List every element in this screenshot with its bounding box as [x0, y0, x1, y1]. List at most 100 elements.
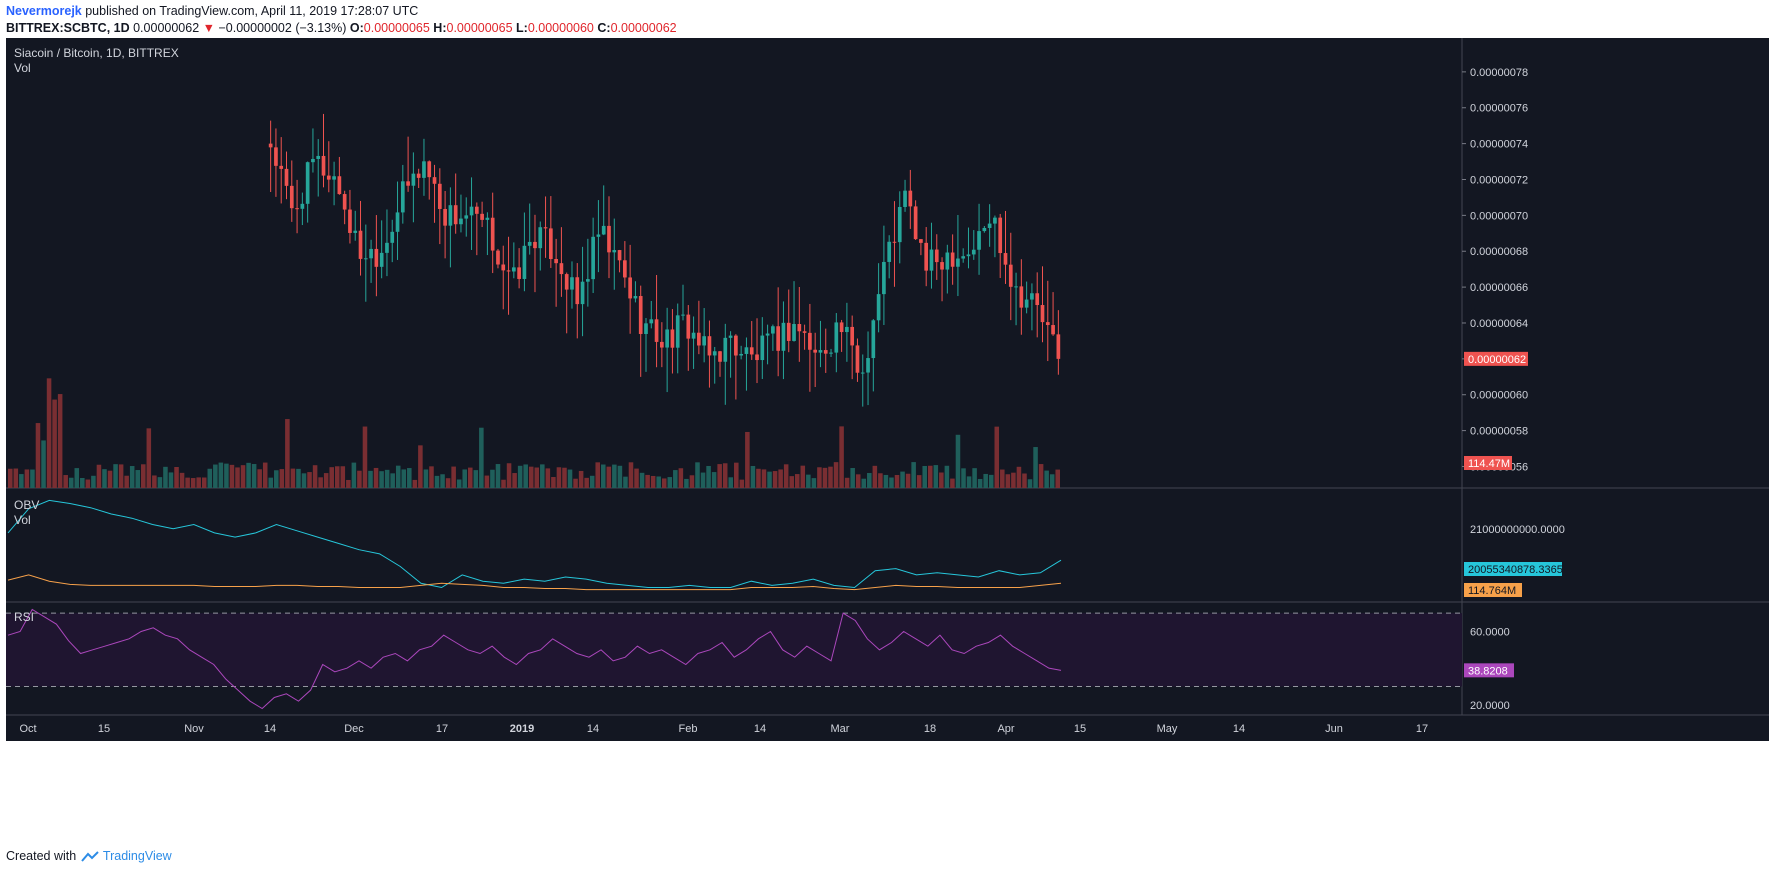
candle-body[interactable] — [580, 281, 585, 305]
candle-body[interactable] — [691, 332, 696, 339]
candle-body[interactable] — [744, 347, 749, 354]
candle-body[interactable] — [681, 314, 685, 316]
candle-body[interactable] — [321, 155, 326, 176]
candle-body[interactable] — [670, 329, 675, 348]
candle-body[interactable] — [607, 225, 611, 253]
candle-body[interactable] — [464, 215, 469, 219]
candle-body[interactable] — [268, 143, 273, 148]
candle-body[interactable] — [496, 250, 500, 265]
candle-body[interactable] — [564, 274, 569, 290]
candle-body[interactable] — [337, 176, 342, 195]
obv-pane[interactable]: 21000000000.0000 20055340878.3365 114.764M — [7, 499, 1565, 597]
candle-body[interactable] — [506, 270, 511, 272]
candle-body[interactable] — [596, 234, 601, 237]
candle-body[interactable] — [771, 326, 775, 334]
candle-body[interactable] — [834, 322, 839, 353]
candle-body[interactable] — [660, 341, 664, 348]
candle-body[interactable] — [897, 206, 902, 243]
candle-body[interactable] — [1024, 299, 1029, 308]
candle-body[interactable] — [712, 351, 717, 356]
candle-body[interactable] — [406, 181, 410, 186]
candle-body[interactable] — [448, 205, 453, 226]
candle-body[interactable] — [776, 326, 781, 351]
chart-container[interactable]: 0.00000078 0.00000076 0.00000074 0.00000072… — [6, 38, 1769, 741]
candle-body[interactable] — [342, 194, 347, 210]
candle-body[interactable] — [586, 279, 590, 282]
candle-body[interactable] — [395, 212, 400, 232]
candle-body[interactable] — [638, 296, 643, 334]
candle-body[interactable] — [548, 228, 553, 260]
rsi-pane[interactable]: 60.0000 20.0000 38.8208 — [6, 608, 1514, 712]
time-axis[interactable]: Oct 15 Nov 14 Dec 17 2019 14 Feb 14 Mar 18 Apr 15 May 1… — [19, 723, 1428, 735]
candle-body[interactable] — [490, 217, 495, 251]
candle-body[interactable] — [469, 206, 474, 216]
candle-body[interactable] — [374, 248, 379, 267]
candle-body[interactable] — [385, 242, 389, 253]
candle-body[interactable] — [612, 250, 617, 253]
candle-body[interactable] — [649, 319, 654, 324]
tradingview-brand-link[interactable]: TradingView — [102, 849, 172, 863]
candle-body[interactable] — [633, 296, 638, 299]
candle-body[interactable] — [702, 336, 706, 346]
candle-body[interactable] — [818, 350, 823, 353]
candle-body[interactable] — [950, 252, 955, 267]
candle-body[interactable] — [966, 254, 971, 257]
candle-body[interactable] — [311, 158, 315, 163]
candle-body[interactable] — [866, 358, 870, 373]
candle-body[interactable] — [591, 236, 595, 280]
candle-body[interactable] — [554, 259, 558, 264]
candle-body[interactable] — [855, 345, 860, 373]
candle-body[interactable] — [850, 326, 855, 346]
candle-body[interactable] — [765, 333, 770, 336]
candle-body[interactable] — [887, 241, 892, 262]
candle-body[interactable] — [934, 249, 939, 263]
candle-body[interactable] — [792, 324, 796, 341]
candle-body[interactable] — [601, 225, 606, 235]
candle-body[interactable] — [723, 337, 728, 362]
candle-body[interactable] — [332, 176, 336, 180]
candle-body[interactable] — [1056, 334, 1061, 359]
candle-body[interactable] — [617, 250, 622, 261]
candle-body[interactable] — [1003, 253, 1008, 265]
candle-body[interactable] — [871, 320, 876, 359]
candle-body[interactable] — [1014, 286, 1018, 288]
candle-body[interactable] — [913, 206, 918, 240]
candle-body[interactable] — [411, 173, 416, 186]
candle-body[interactable] — [993, 217, 997, 224]
candle-body[interactable] — [570, 277, 574, 290]
candle-body[interactable] — [675, 315, 680, 348]
candle-body[interactable] — [876, 294, 881, 321]
candle-body[interactable] — [845, 326, 849, 333]
candle-body[interactable] — [940, 262, 944, 270]
candle-body[interactable] — [797, 324, 802, 332]
candle-body[interactable] — [501, 264, 506, 271]
candle-body[interactable] — [543, 227, 548, 229]
candle-body[interactable] — [432, 177, 437, 184]
candle-body[interactable] — [908, 190, 913, 207]
candle-body[interactable] — [665, 329, 669, 348]
candle-body[interactable] — [1035, 293, 1040, 306]
candle-body[interactable] — [480, 213, 484, 220]
candle-body[interactable] — [316, 155, 321, 159]
candle-body[interactable] — [749, 347, 754, 355]
candle-body[interactable] — [707, 336, 712, 356]
candle-body[interactable] — [305, 162, 310, 204]
candle-body[interactable] — [1030, 293, 1034, 300]
candle-body[interactable] — [786, 322, 791, 341]
candle-body[interactable] — [644, 323, 648, 334]
candle-body[interactable] — [1040, 305, 1045, 323]
candle-body[interactable] — [961, 256, 966, 259]
candle-body[interactable] — [882, 261, 886, 295]
candle-body[interactable] — [459, 218, 463, 225]
candle-body[interactable] — [1019, 286, 1024, 308]
candle-body[interactable] — [400, 181, 405, 213]
candle-body[interactable] — [1045, 322, 1050, 326]
candle-body[interactable] — [860, 372, 865, 374]
candle-body[interactable] — [760, 335, 765, 361]
candle-body[interactable] — [348, 209, 352, 233]
candle-body[interactable] — [369, 248, 373, 259]
candle-body[interactable] — [527, 241, 532, 246]
candle-body[interactable] — [437, 183, 442, 209]
candle-body[interactable] — [802, 331, 807, 333]
candle-body[interactable] — [718, 351, 722, 362]
